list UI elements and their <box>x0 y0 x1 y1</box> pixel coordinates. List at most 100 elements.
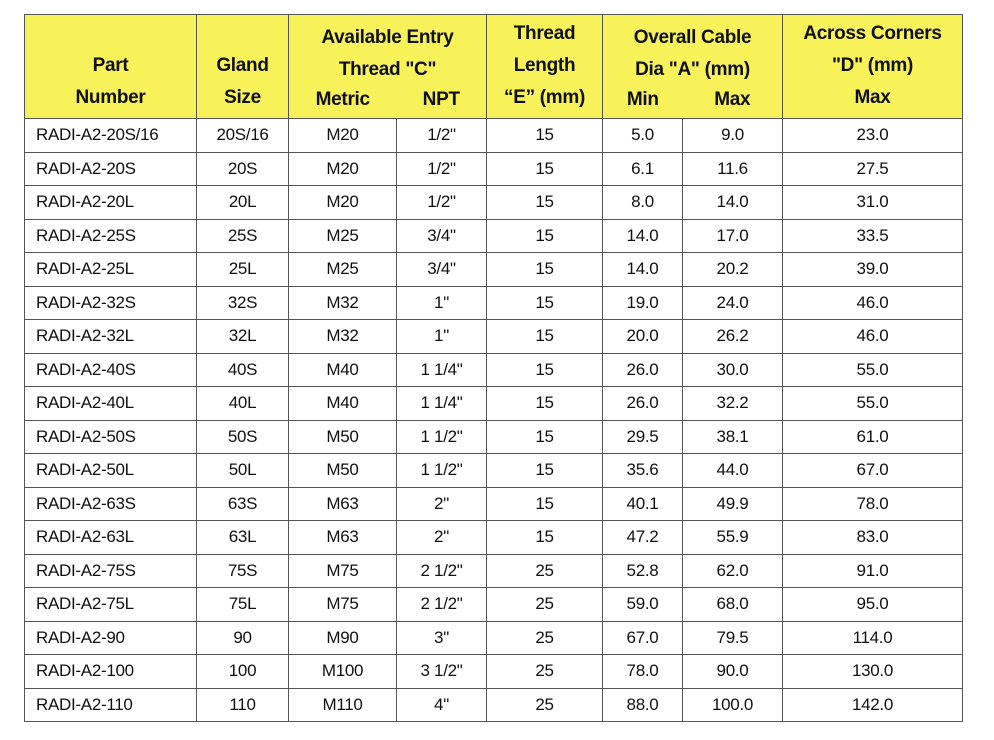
table-cell: 14.0 <box>602 218 683 253</box>
header-cell: Overall Cable Dia "A" (mm) Min Max <box>602 14 783 119</box>
header-sub-row: Metric NPT <box>289 86 486 114</box>
table-cell: RADI-A2-50S <box>24 419 197 454</box>
table-cell: 29.5 <box>602 419 683 454</box>
table-cell: RADI-A2-63S <box>24 486 197 521</box>
header-sub-label: Max <box>714 89 751 110</box>
table-cell: M20 <box>288 118 397 153</box>
table-cell: 25 <box>486 553 603 588</box>
table-row: RADI-A2-100 100 M100 3 1/2" 25 78.0 90.0 130.0 <box>24 654 963 689</box>
table-cell: 1" <box>396 319 487 354</box>
header-line: Size <box>224 87 261 108</box>
table-row: RADI-A2-90 90 M90 3" 25 67.0 79.5 114.0 <box>24 620 963 655</box>
table-cell: 59.0 <box>602 587 683 622</box>
header-cell: Available Entry Thread "C" Metric NPT <box>288 14 487 119</box>
header-line: Part <box>92 55 129 76</box>
table-cell: 15 <box>486 352 603 387</box>
table-cell: 78.0 <box>602 654 683 689</box>
table-cell: M110 <box>288 687 397 722</box>
table-cell: 32.2 <box>682 386 783 421</box>
table-cell: 15 <box>486 218 603 253</box>
table-cell: 25 <box>486 587 603 622</box>
table-cell: 46.0 <box>782 319 963 354</box>
table-cell: 3" <box>396 620 487 655</box>
table-cell: M63 <box>288 520 397 555</box>
table-cell: 26.0 <box>602 386 683 421</box>
table-cell: 15 <box>486 118 603 153</box>
table-cell: 20S/16 <box>196 118 289 153</box>
table-cell: 95.0 <box>782 587 963 622</box>
table-cell: 2" <box>396 520 487 555</box>
table-cell: 44.0 <box>682 453 783 488</box>
table-cell: RADI-A2-90 <box>24 620 197 655</box>
table-row: RADI-A2-110 110 M110 4" 25 88.0 100.0 142.0 <box>24 687 963 722</box>
table-cell: 25S <box>196 218 289 253</box>
table-cell: 25 <box>486 654 603 689</box>
table-cell: M40 <box>288 386 397 421</box>
table-cell: 62.0 <box>682 553 783 588</box>
table-cell: M90 <box>288 620 397 655</box>
table-cell: 55.0 <box>782 386 963 421</box>
table-cell: 88.0 <box>602 687 683 722</box>
table-cell: 2 1/2" <box>396 587 487 622</box>
table-cell: 50S <box>196 419 289 454</box>
table-cell: 46.0 <box>782 285 963 320</box>
table-cell: 15 <box>486 319 603 354</box>
table-cell: 90.0 <box>682 654 783 689</box>
table-cell: 50L <box>196 453 289 488</box>
table-row: RADI-A2-40S 40S M40 1 1/4" 15 26.0 30.0 55.0 <box>24 352 963 387</box>
header-sub-label: Metric <box>315 89 370 110</box>
table-cell: RADI-A2-50L <box>24 453 197 488</box>
table-cell: 33.5 <box>782 218 963 253</box>
table-cell: 3/4" <box>396 218 487 253</box>
table-cell: 55.0 <box>782 352 963 387</box>
header-cell: Thread Length “E” (mm) <box>486 14 603 119</box>
table-cell: RADI-A2-110 <box>24 687 197 722</box>
table-cell: 15 <box>486 520 603 555</box>
table-cell: M32 <box>288 285 397 320</box>
table-row: RADI-A2-25L 25L M25 3/4" 15 14.0 20.2 39.0 <box>24 252 963 287</box>
table-cell: 8.0 <box>602 185 683 220</box>
table-cell: M63 <box>288 486 397 521</box>
table-cell: 49.9 <box>682 486 783 521</box>
table-cell: M20 <box>288 151 397 186</box>
table-cell: 79.5 <box>682 620 783 655</box>
table-row: RADI-A2-32L 32L M32 1" 15 20.0 26.2 46.0 <box>24 319 963 354</box>
table-cell: 20L <box>196 185 289 220</box>
table-cell: M100 <box>288 654 397 689</box>
table-cell: 11.6 <box>682 151 783 186</box>
table-cell: 2" <box>396 486 487 521</box>
table-cell: 75L <box>196 587 289 622</box>
table-cell: 1 1/4" <box>396 386 487 421</box>
header-line: “E” (mm) <box>504 87 585 108</box>
table-cell: RADI-A2-75S <box>24 553 197 588</box>
table-row: RADI-A2-20S 20S M20 1/2" 15 6.1 11.6 27.5 <box>24 151 963 186</box>
table-cell: 1 1/4" <box>396 352 487 387</box>
table-cell: RADI-A2-20L <box>24 185 197 220</box>
table-cell: 1/2" <box>396 151 487 186</box>
header-line: Thread <box>513 23 576 44</box>
table-cell: 83.0 <box>782 520 963 555</box>
table-cell: RADI-A2-25L <box>24 252 197 287</box>
table-cell: RADI-A2-75L <box>24 587 197 622</box>
header-sub-label: Min <box>626 89 659 110</box>
header-line: Available Entry <box>321 27 454 48</box>
table-cell: 27.5 <box>782 151 963 186</box>
table-cell: 20.0 <box>602 319 683 354</box>
header-line: Across Corners <box>803 23 942 44</box>
table-cell: 15 <box>486 185 603 220</box>
table-cell: 15 <box>486 453 603 488</box>
table-cell: RADI-A2-25S <box>24 218 197 253</box>
table-cell: 1" <box>396 285 487 320</box>
table-cell: 19.0 <box>602 285 683 320</box>
table-cell: 9.0 <box>682 118 783 153</box>
table-row: RADI-A2-32S 32S M32 1" 15 19.0 24.0 46.0 <box>24 285 963 320</box>
table-cell: M75 <box>288 553 397 588</box>
table-cell: RADI-A2-40L <box>24 386 197 421</box>
table-cell: 52.8 <box>602 553 683 588</box>
table-cell: 63L <box>196 520 289 555</box>
table-cell: 32S <box>196 285 289 320</box>
table-cell: 32L <box>196 319 289 354</box>
table-cell: M25 <box>288 218 397 253</box>
table-cell: 39.0 <box>782 252 963 287</box>
table-cell: RADI-A2-40S <box>24 352 197 387</box>
